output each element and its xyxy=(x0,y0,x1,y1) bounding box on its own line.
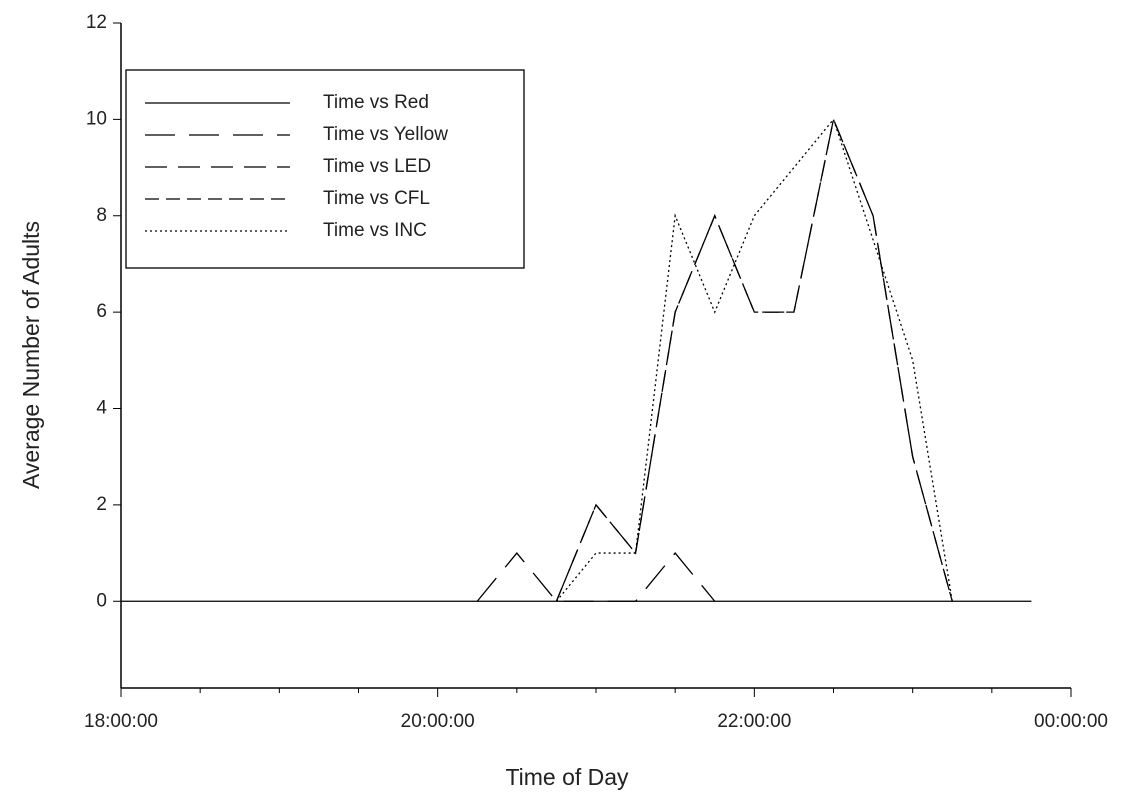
y-tick-label: 0 xyxy=(96,590,107,611)
y-axis-label: Average Number of Adults xyxy=(18,221,44,489)
series-line xyxy=(555,117,953,602)
x-tick-label: 18:00:00 xyxy=(84,711,158,732)
x-axis-label: Time of Day xyxy=(505,764,629,790)
y-tick-label: 2 xyxy=(96,494,107,515)
y-tick-label: 6 xyxy=(96,301,107,322)
x-tick-label: 20:00:00 xyxy=(401,711,475,732)
legend-label: Time vs INC xyxy=(323,220,427,241)
legend-label: Time vs LED xyxy=(323,156,431,177)
y-tick-label: 4 xyxy=(96,398,107,419)
y-tick-label: 12 xyxy=(86,12,107,33)
legend-label: Time vs CFL xyxy=(323,188,430,209)
legend-label: Time vs Red xyxy=(323,92,429,113)
series-line xyxy=(476,552,716,602)
x-tick-label: 22:00:00 xyxy=(717,711,791,732)
y-tick-label: 8 xyxy=(96,205,107,226)
legend-label: Time vs Yellow xyxy=(323,124,448,145)
x-tick-label: 00:00:00 xyxy=(1034,711,1108,732)
y-tick-label: 10 xyxy=(86,108,107,129)
